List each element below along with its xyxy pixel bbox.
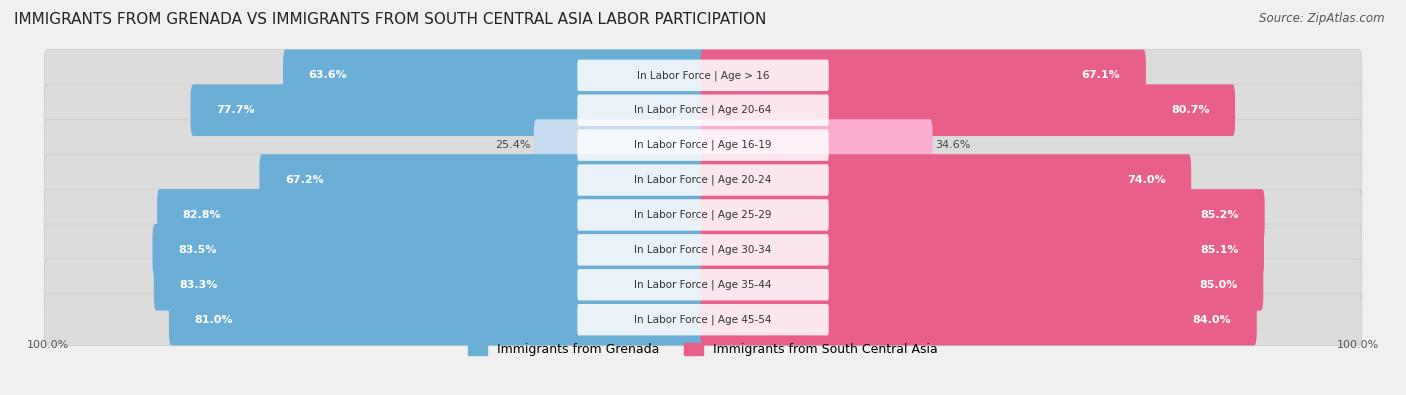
FancyBboxPatch shape: [578, 304, 828, 335]
Text: 67.1%: 67.1%: [1081, 70, 1121, 80]
Text: In Labor Force | Age 25-29: In Labor Force | Age 25-29: [634, 210, 772, 220]
FancyBboxPatch shape: [700, 224, 1264, 276]
Text: In Labor Force | Age 45-54: In Labor Force | Age 45-54: [634, 314, 772, 325]
Text: 83.5%: 83.5%: [179, 245, 217, 255]
Text: In Labor Force | Age > 16: In Labor Force | Age > 16: [637, 70, 769, 81]
Text: 85.1%: 85.1%: [1199, 245, 1239, 255]
FancyBboxPatch shape: [578, 94, 828, 126]
FancyBboxPatch shape: [44, 85, 1362, 136]
FancyBboxPatch shape: [44, 294, 1362, 346]
Text: 67.2%: 67.2%: [285, 175, 323, 185]
FancyBboxPatch shape: [578, 269, 828, 301]
Text: 85.0%: 85.0%: [1199, 280, 1237, 290]
FancyBboxPatch shape: [700, 189, 1264, 241]
FancyBboxPatch shape: [700, 154, 1191, 206]
Text: 34.6%: 34.6%: [935, 140, 970, 150]
Text: 82.8%: 82.8%: [183, 210, 221, 220]
FancyBboxPatch shape: [44, 49, 1362, 101]
FancyBboxPatch shape: [44, 154, 1362, 206]
Text: 80.7%: 80.7%: [1171, 105, 1209, 115]
Text: 81.0%: 81.0%: [194, 315, 233, 325]
FancyBboxPatch shape: [700, 85, 1234, 136]
FancyBboxPatch shape: [44, 189, 1362, 241]
Text: In Labor Force | Age 35-44: In Labor Force | Age 35-44: [634, 280, 772, 290]
FancyBboxPatch shape: [578, 60, 828, 91]
Text: In Labor Force | Age 20-24: In Labor Force | Age 20-24: [634, 175, 772, 185]
Text: 25.4%: 25.4%: [495, 140, 531, 150]
Text: 85.2%: 85.2%: [1201, 210, 1239, 220]
Text: 84.0%: 84.0%: [1192, 315, 1232, 325]
Text: In Labor Force | Age 20-64: In Labor Force | Age 20-64: [634, 105, 772, 115]
FancyBboxPatch shape: [534, 119, 706, 171]
Text: 63.6%: 63.6%: [309, 70, 347, 80]
Text: 83.3%: 83.3%: [180, 280, 218, 290]
Legend: Immigrants from Grenada, Immigrants from South Central Asia: Immigrants from Grenada, Immigrants from…: [468, 343, 938, 356]
FancyBboxPatch shape: [157, 189, 706, 241]
Text: 100.0%: 100.0%: [27, 340, 69, 350]
FancyBboxPatch shape: [578, 130, 828, 161]
Text: 74.0%: 74.0%: [1128, 175, 1166, 185]
Text: In Labor Force | Age 16-19: In Labor Force | Age 16-19: [634, 140, 772, 150]
FancyBboxPatch shape: [700, 119, 932, 171]
FancyBboxPatch shape: [191, 85, 706, 136]
FancyBboxPatch shape: [283, 49, 706, 101]
Text: IMMIGRANTS FROM GRENADA VS IMMIGRANTS FROM SOUTH CENTRAL ASIA LABOR PARTICIPATIO: IMMIGRANTS FROM GRENADA VS IMMIGRANTS FR…: [14, 12, 766, 27]
FancyBboxPatch shape: [578, 164, 828, 196]
FancyBboxPatch shape: [700, 259, 1264, 310]
FancyBboxPatch shape: [152, 224, 706, 276]
Text: 100.0%: 100.0%: [1337, 340, 1379, 350]
Text: Source: ZipAtlas.com: Source: ZipAtlas.com: [1260, 12, 1385, 25]
FancyBboxPatch shape: [578, 234, 828, 265]
FancyBboxPatch shape: [260, 154, 706, 206]
FancyBboxPatch shape: [578, 199, 828, 231]
Text: 77.7%: 77.7%: [217, 105, 254, 115]
FancyBboxPatch shape: [44, 224, 1362, 276]
FancyBboxPatch shape: [44, 259, 1362, 310]
FancyBboxPatch shape: [44, 119, 1362, 171]
Text: In Labor Force | Age 30-34: In Labor Force | Age 30-34: [634, 245, 772, 255]
FancyBboxPatch shape: [700, 49, 1146, 101]
FancyBboxPatch shape: [153, 259, 706, 310]
FancyBboxPatch shape: [169, 294, 706, 346]
FancyBboxPatch shape: [700, 294, 1257, 346]
